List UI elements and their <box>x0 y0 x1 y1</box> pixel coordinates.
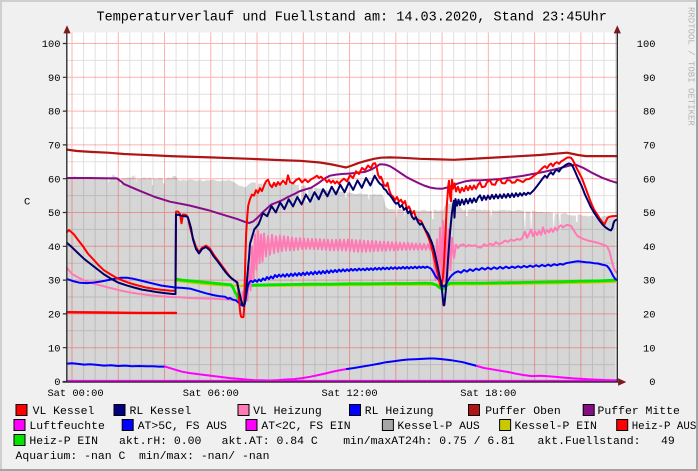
svg-text:VL Heizung: VL Heizung <box>253 405 322 418</box>
svg-text:Kessel-P EIN: Kessel-P EIN <box>515 420 597 433</box>
svg-text:100: 100 <box>42 39 61 51</box>
svg-text:Puffer Mitte: Puffer Mitte <box>598 405 680 418</box>
svg-text:10: 10 <box>643 343 655 355</box>
svg-text:30: 30 <box>48 276 60 288</box>
svg-text:Aquarium: -nan C min/max: -na: Aquarium: -nan C min/max: -nan/ -nan <box>16 450 270 463</box>
svg-text:30: 30 <box>643 276 655 288</box>
svg-text:40: 40 <box>643 242 655 254</box>
svg-text:Heiz-P AUS: Heiz-P AUS <box>632 420 697 433</box>
svg-text:Heiz-P EIN: Heiz-P EIN <box>29 435 98 448</box>
svg-text:80: 80 <box>48 107 60 119</box>
svg-text:Sat 06:00: Sat 06:00 <box>183 388 239 400</box>
svg-text:AT>5C, FS AUS: AT>5C, FS AUS <box>138 420 227 433</box>
svg-text:20: 20 <box>643 310 655 322</box>
svg-text:Puffer Oben: Puffer Oben <box>485 405 561 418</box>
svg-text:akt.Fuellstand: 49: akt.Fuellstand: 49 <box>538 435 675 448</box>
svg-text:RL Heizung: RL Heizung <box>365 405 434 418</box>
svg-text:RRDTOOL / TOBI OETIKER: RRDTOOL / TOBI OETIKER <box>686 7 696 126</box>
svg-text:Luftfeuchte: Luftfeuchte <box>29 420 105 433</box>
svg-text:akt.AT: 0.84 C: akt.AT: 0.84 C <box>222 435 318 448</box>
svg-text:90: 90 <box>643 73 655 85</box>
svg-text:50: 50 <box>48 208 60 220</box>
svg-text:min/maxAT24h: 0.75 / 6.81: min/maxAT24h: 0.75 / 6.81 <box>343 435 515 448</box>
svg-text:20: 20 <box>48 310 60 322</box>
svg-text:Kessel-P AUS: Kessel-P AUS <box>397 420 479 433</box>
svg-text:10: 10 <box>48 343 60 355</box>
svg-text:50: 50 <box>643 208 655 220</box>
svg-text:60: 60 <box>643 174 655 186</box>
svg-text:90: 90 <box>48 73 60 85</box>
svg-text:Sat 18:00: Sat 18:00 <box>460 388 516 400</box>
svg-text:Sat 12:00: Sat 12:00 <box>322 388 378 400</box>
svg-text:RL Kessel: RL Kessel <box>130 405 192 418</box>
svg-text:40: 40 <box>48 242 60 254</box>
svg-text:VL Kessel: VL Kessel <box>33 405 95 418</box>
svg-text:akt.rH: 0.00: akt.rH: 0.00 <box>119 435 201 448</box>
svg-text:70: 70 <box>643 141 655 153</box>
svg-text:70: 70 <box>48 141 60 153</box>
svg-text:60: 60 <box>48 174 60 186</box>
svg-text:Sat 00:00: Sat 00:00 <box>47 388 103 400</box>
svg-text:0: 0 <box>649 377 655 389</box>
svg-text:0: 0 <box>54 377 60 389</box>
svg-text:100: 100 <box>637 39 656 51</box>
svg-text:80: 80 <box>643 107 655 119</box>
svg-text:Temperaturverlauf und Fuellsta: Temperaturverlauf und Fuellstand am: 14.… <box>97 11 607 26</box>
svg-text:AT<2C, FS EIN: AT<2C, FS EIN <box>261 420 350 433</box>
svg-text:C: C <box>24 197 30 209</box>
